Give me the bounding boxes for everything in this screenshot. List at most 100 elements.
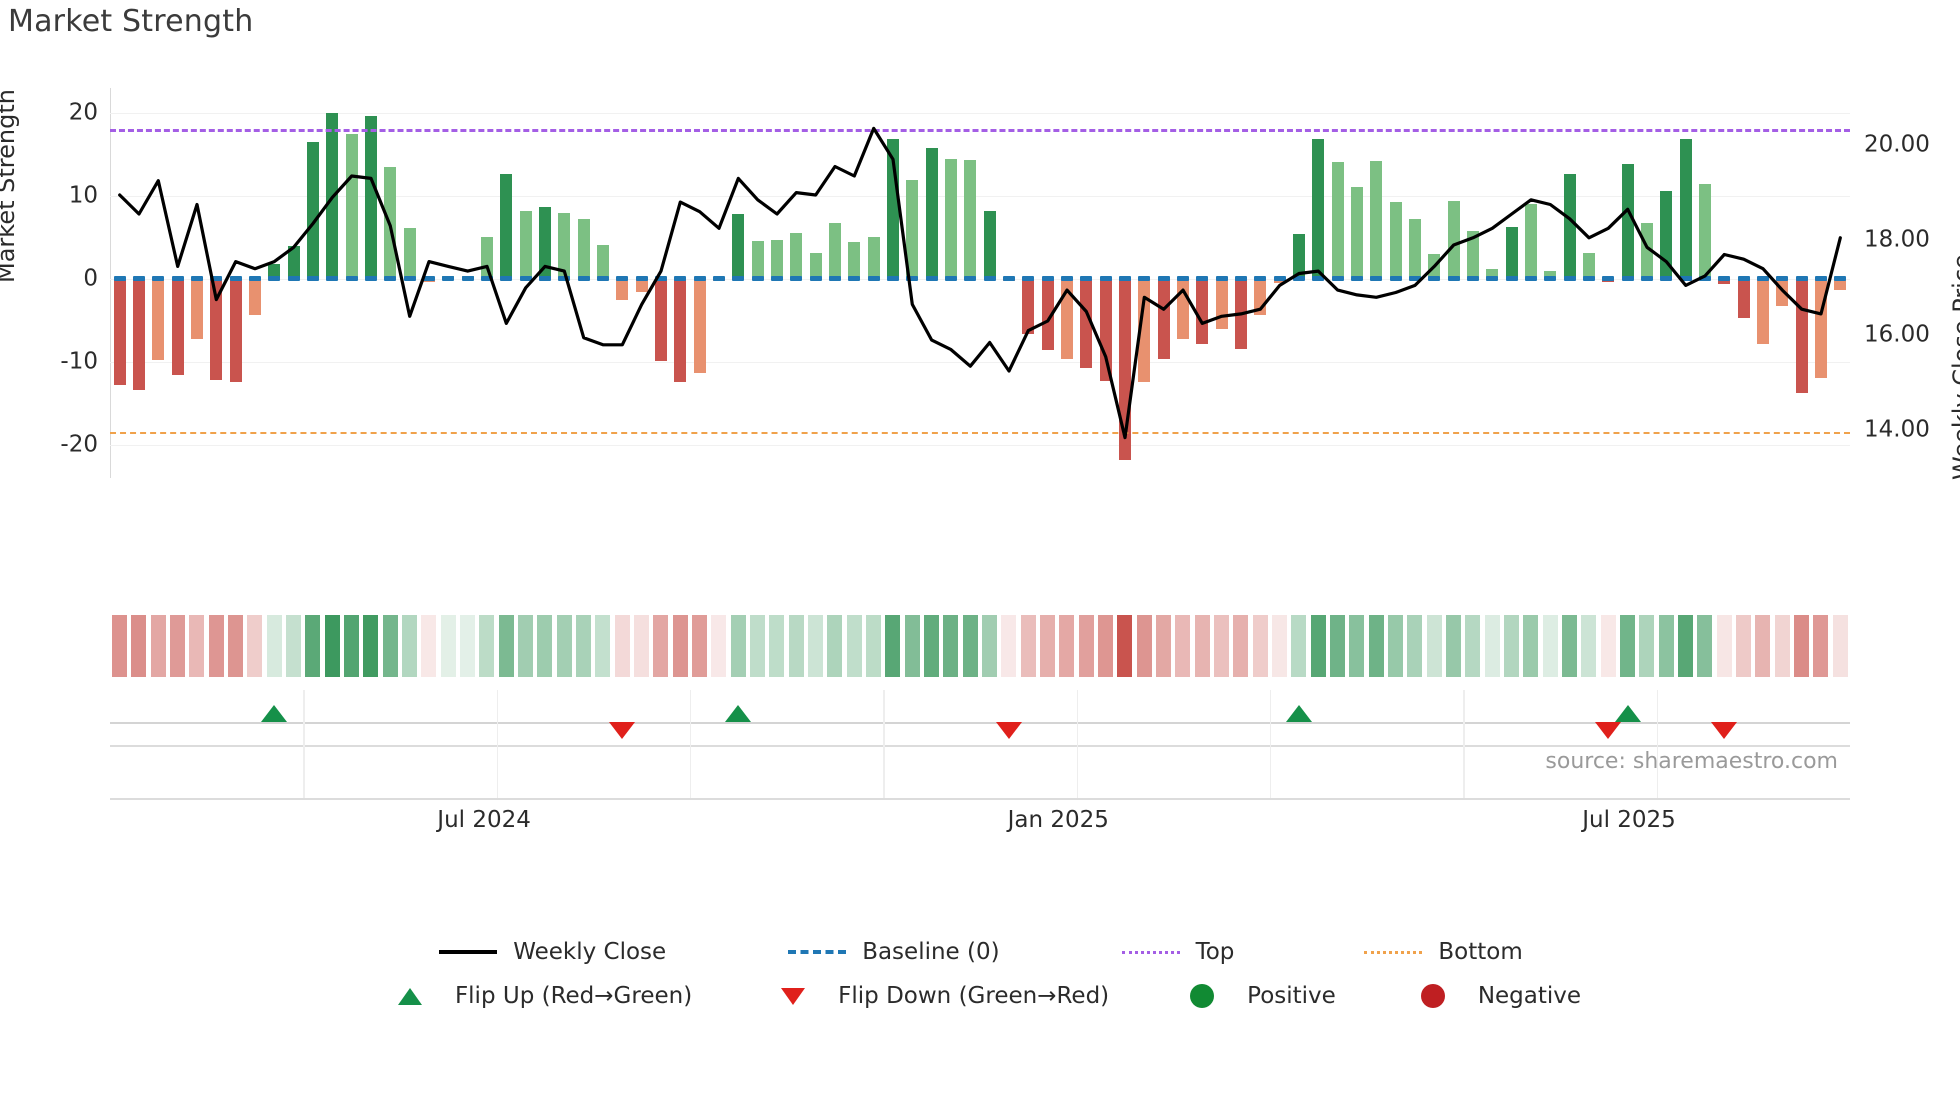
baseline-segment (1776, 276, 1789, 282)
strength-bar (1834, 278, 1847, 291)
heatmap-cell (1001, 615, 1017, 677)
baseline-segment (461, 276, 474, 282)
strength-bar (345, 134, 358, 279)
baseline-segment (597, 276, 609, 282)
legend-item-flip-down[interactable]: Flip Down (Green→Red) (762, 983, 1109, 1009)
heatmap-cell (440, 615, 456, 677)
baseline-segment (287, 276, 300, 282)
baseline-segment (539, 276, 551, 282)
legend-row-1: Weekly Close Baseline (0) Top Bottom (0, 930, 1960, 974)
baseline-segment (500, 276, 513, 282)
strength-bar (809, 253, 822, 279)
heatmap-cell (808, 615, 824, 677)
baseline-segment (790, 276, 803, 282)
baseline-segment (1351, 276, 1363, 282)
legend-item-top[interactable]: Top (1120, 939, 1234, 965)
strength-bar (771, 239, 783, 279)
baseline-segment (1699, 276, 1711, 282)
heatmap-cell (1774, 615, 1790, 677)
baseline-segment (1080, 276, 1093, 282)
baseline-segment (1099, 276, 1112, 282)
heatmap-cell (1272, 615, 1288, 677)
y-axis-right-tick: 14.00 (1864, 416, 1930, 443)
legend-item-weekly-close[interactable]: Weekly Close (437, 939, 666, 965)
strength-bar (906, 180, 919, 279)
flip-up-swatch-icon (379, 984, 441, 1008)
baseline-segment (1757, 276, 1769, 282)
baseline-segment (326, 276, 339, 282)
baseline-segment (887, 276, 899, 282)
bottom-band-line (110, 432, 1850, 435)
strength-bar (616, 278, 629, 300)
heatmap-cell (614, 615, 630, 677)
heatmap-cell (382, 615, 398, 677)
baseline-segment (1563, 276, 1576, 282)
heatmap-cell (1349, 615, 1365, 677)
strength-bar (635, 278, 648, 293)
heatmap-cell (1716, 615, 1732, 677)
heatmap-cell (1098, 615, 1114, 677)
heatmap-cell (402, 615, 418, 677)
baseline-segment (1157, 276, 1170, 282)
heatmap-cell (1407, 615, 1423, 677)
strength-bar (191, 278, 203, 340)
heatmap-cell (1794, 615, 1810, 677)
heatmap-cell (537, 615, 553, 677)
baseline-segment (1041, 276, 1054, 282)
baseline-segment (1235, 276, 1247, 282)
baseline-segment (925, 276, 938, 282)
heatmap-cell (692, 615, 708, 677)
baseline-segment (577, 276, 590, 282)
legend-item-baseline[interactable]: Baseline (0) (786, 939, 1000, 965)
baseline-segment (1428, 276, 1441, 282)
heatmap-cell (247, 615, 263, 677)
baseline-segment (365, 276, 377, 282)
baseline-segment (983, 276, 996, 282)
legend-item-bottom[interactable]: Bottom (1362, 939, 1523, 965)
baseline-segment (1795, 276, 1808, 282)
strength-bar (1467, 230, 1479, 279)
legend-label: Negative (1477, 983, 1582, 1009)
baseline-segment (1660, 276, 1673, 282)
triangle-down-icon (781, 987, 806, 1005)
strength-bar (1544, 270, 1557, 279)
strength-bar (1061, 278, 1073, 359)
baseline-segment (867, 276, 880, 282)
baseline-segment (1834, 276, 1847, 282)
heatmap-cell (189, 615, 205, 677)
strength-bar (1370, 161, 1383, 279)
flip-up-marker (1614, 705, 1641, 722)
gridtick (496, 745, 498, 798)
y-axis-left-tick: -20 (60, 431, 98, 458)
legend-label: Weekly Close (513, 939, 667, 965)
x-axis-panel: source: sharemaestro.com Jul 2024 Jan 202… (110, 745, 1850, 833)
strength-bar (1447, 200, 1460, 279)
baseline-segment (1138, 276, 1151, 282)
strength-bar (1177, 278, 1189, 340)
strength-bar (829, 223, 841, 279)
baseline-segment (1022, 276, 1035, 282)
baseline-segment (152, 276, 165, 282)
heatmap-cell (266, 615, 282, 677)
flip-down-marker (609, 722, 636, 739)
heatmap-cell (1252, 615, 1268, 677)
heatmap-cell (750, 615, 766, 677)
negative-swatch-icon (1402, 984, 1464, 1008)
legend-item-negative[interactable]: Negative (1402, 983, 1581, 1009)
heatmap-cell (460, 615, 476, 677)
baseline-segment (1370, 276, 1383, 282)
heatmap-cell (1233, 615, 1249, 677)
strength-bar (1795, 278, 1808, 393)
strength-bar (133, 278, 145, 391)
heatmap-cell (421, 615, 437, 677)
strength-bar (1583, 253, 1595, 279)
strength-bar (539, 207, 551, 279)
flip-down-marker (996, 722, 1022, 739)
legend-item-positive[interactable]: Positive (1171, 983, 1336, 1009)
strength-bar (210, 278, 223, 381)
legend-item-flip-up[interactable]: Flip Up (Red→Green) (379, 983, 692, 1009)
strength-bar (113, 278, 126, 386)
strength-bar (964, 160, 977, 279)
gridtick (496, 690, 498, 759)
heatmap-cell (866, 615, 882, 677)
